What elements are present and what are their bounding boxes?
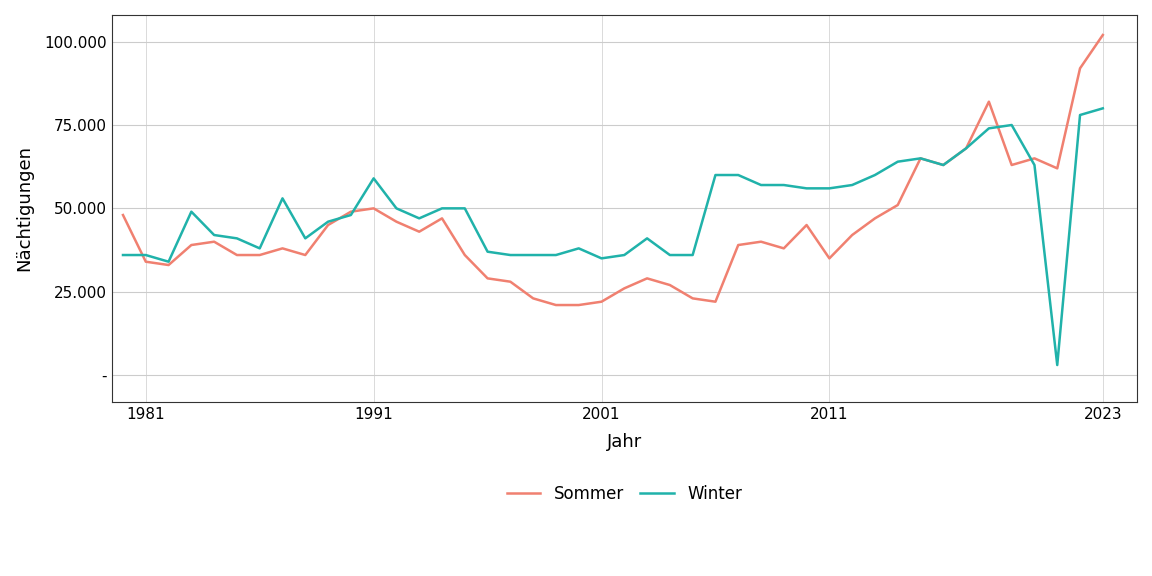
Sommer [116, 211, 130, 218]
Y-axis label: Nächtigungen: Nächtigungen [15, 145, 33, 271]
Sommer [960, 145, 973, 152]
Winter [480, 248, 494, 255]
Winter [184, 209, 198, 215]
Sommer [571, 302, 585, 309]
Legend: Sommer, Winter: Sommer, Winter [500, 478, 749, 509]
Sommer [799, 222, 813, 229]
Winter [230, 235, 244, 242]
Winter [1051, 362, 1064, 369]
Winter [662, 252, 676, 259]
Sommer [275, 245, 289, 252]
Winter [321, 218, 335, 225]
Sommer [1074, 65, 1087, 72]
Sommer [480, 275, 494, 282]
Sommer [389, 218, 403, 225]
Sommer [457, 252, 471, 259]
Winter [1074, 112, 1087, 119]
Sommer [662, 282, 676, 289]
Winter [161, 258, 175, 265]
Sommer [594, 298, 608, 305]
Sommer [252, 252, 266, 259]
Winter [890, 158, 904, 165]
Sommer [526, 295, 540, 302]
Winter [1028, 161, 1041, 168]
Sommer [412, 228, 426, 235]
Winter [823, 185, 836, 192]
Winter [755, 181, 768, 188]
Sommer [207, 238, 221, 245]
X-axis label: Jahr: Jahr [607, 433, 642, 450]
Sommer [823, 255, 836, 262]
Winter [457, 205, 471, 212]
Sommer [298, 252, 312, 259]
Winter [252, 245, 266, 252]
Sommer [184, 241, 198, 248]
Sommer [846, 232, 859, 238]
Sommer [550, 302, 563, 309]
Sommer [366, 205, 380, 212]
Winter [869, 172, 882, 179]
Winter [116, 252, 130, 259]
Sommer [344, 209, 358, 215]
Winter [914, 155, 927, 162]
Winter [412, 215, 426, 222]
Winter [1005, 122, 1018, 128]
Sommer [755, 238, 768, 245]
Winter [617, 252, 631, 259]
Winter [366, 175, 380, 182]
Winter [139, 252, 153, 259]
Sommer [641, 275, 654, 282]
Sommer [937, 161, 950, 168]
Line: Sommer: Sommer [123, 35, 1102, 305]
Winter [550, 252, 563, 259]
Sommer [1096, 32, 1109, 39]
Winter [344, 211, 358, 218]
Winter [526, 252, 540, 259]
Winter [298, 235, 312, 242]
Winter [275, 195, 289, 202]
Line: Winter: Winter [123, 108, 1102, 365]
Sommer [776, 245, 790, 252]
Sommer [1028, 155, 1041, 162]
Winter [846, 181, 859, 188]
Winter [776, 181, 790, 188]
Winter [571, 245, 585, 252]
Sommer [1051, 165, 1064, 172]
Winter [594, 255, 608, 262]
Winter [960, 145, 973, 152]
Sommer [1005, 161, 1018, 168]
Winter [937, 161, 950, 168]
Winter [1096, 105, 1109, 112]
Sommer [982, 98, 995, 105]
Sommer [230, 252, 244, 259]
Sommer [321, 222, 335, 229]
Sommer [869, 215, 882, 222]
Winter [982, 125, 995, 132]
Winter [435, 205, 449, 212]
Sommer [503, 278, 517, 285]
Winter [685, 252, 699, 259]
Sommer [914, 155, 927, 162]
Winter [732, 172, 745, 179]
Sommer [890, 202, 904, 209]
Winter [207, 232, 221, 238]
Sommer [435, 215, 449, 222]
Sommer [708, 298, 722, 305]
Sommer [732, 241, 745, 248]
Sommer [617, 285, 631, 292]
Sommer [139, 258, 153, 265]
Sommer [161, 262, 175, 268]
Winter [708, 172, 722, 179]
Winter [389, 205, 403, 212]
Winter [641, 235, 654, 242]
Sommer [685, 295, 699, 302]
Winter [503, 252, 517, 259]
Winter [799, 185, 813, 192]
